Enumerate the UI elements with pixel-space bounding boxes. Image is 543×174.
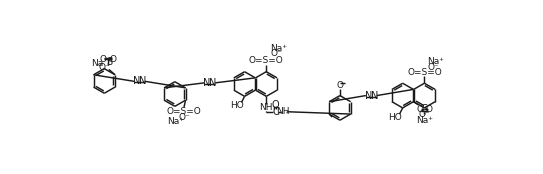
Text: S: S [421, 104, 427, 114]
Text: NH: NH [276, 107, 290, 116]
Text: HO: HO [388, 113, 402, 122]
Text: O⁻: O⁻ [427, 63, 439, 72]
Text: O⁻: O⁻ [178, 113, 190, 122]
Text: C: C [272, 107, 279, 117]
Text: O=S=O: O=S=O [249, 56, 283, 65]
Text: HO: HO [230, 101, 244, 110]
Text: O=S=O: O=S=O [167, 107, 201, 116]
Text: Na: Na [91, 60, 103, 69]
Text: Na⁺: Na⁺ [427, 57, 445, 66]
Text: N: N [133, 76, 140, 86]
Text: N: N [203, 78, 210, 88]
Text: N: N [371, 91, 378, 101]
Text: S: S [106, 57, 113, 67]
Text: Na⁺: Na⁺ [167, 117, 184, 126]
Text: O: O [272, 100, 280, 110]
Text: O: O [426, 105, 433, 114]
Text: O⁻: O⁻ [98, 63, 110, 72]
Text: O⁻: O⁻ [271, 49, 283, 58]
Text: O: O [416, 105, 424, 114]
Text: O: O [100, 55, 107, 64]
Text: N: N [364, 91, 372, 101]
Text: O: O [109, 55, 116, 64]
Text: O=S=O: O=S=O [407, 68, 442, 77]
Text: N: N [209, 78, 217, 88]
Text: Na⁺: Na⁺ [416, 116, 433, 125]
Text: O: O [337, 81, 343, 90]
Text: N: N [139, 76, 147, 86]
Text: Na⁺: Na⁺ [270, 44, 287, 53]
Text: NH: NH [259, 103, 272, 112]
Text: O⁻: O⁻ [419, 110, 431, 119]
